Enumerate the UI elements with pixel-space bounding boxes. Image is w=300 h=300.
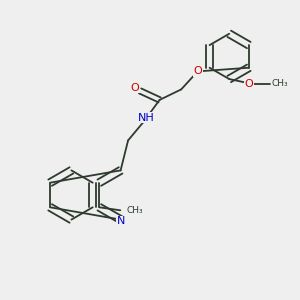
Text: O: O <box>130 83 139 93</box>
Text: N: N <box>116 216 125 226</box>
Text: O: O <box>244 79 253 89</box>
Text: CH₃: CH₃ <box>271 79 288 88</box>
Text: NH: NH <box>138 113 154 123</box>
Text: O: O <box>193 66 202 76</box>
Text: CH₃: CH₃ <box>127 206 143 215</box>
